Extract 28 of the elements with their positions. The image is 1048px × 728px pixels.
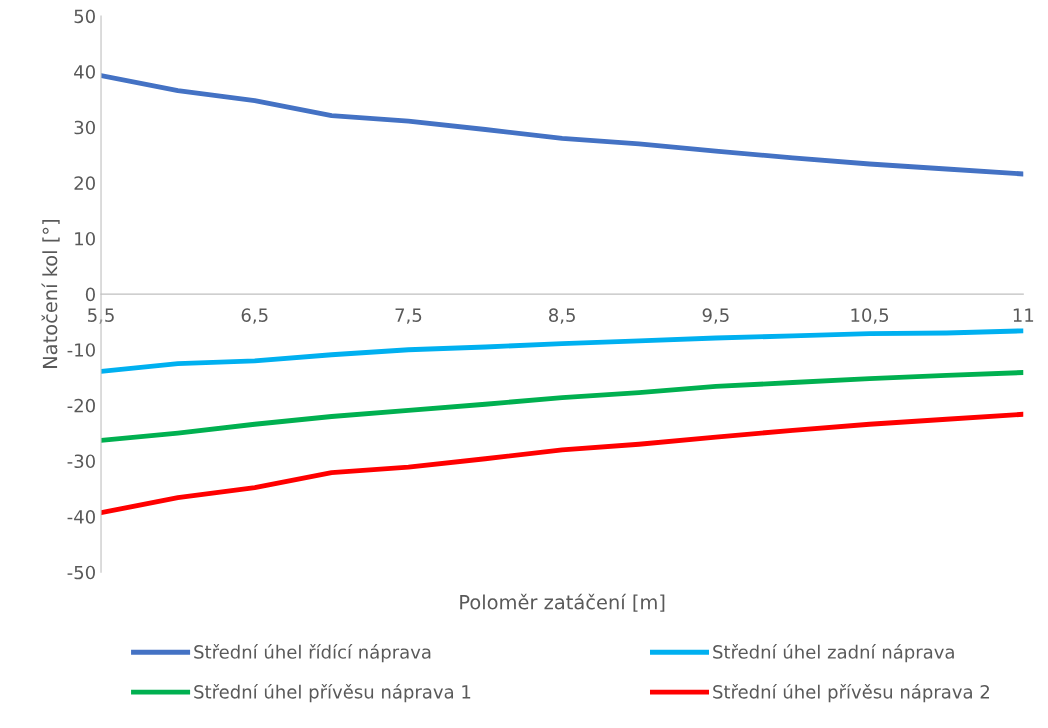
- x-tick-label: 7,5: [395, 308, 422, 324]
- y-tick-label: 10: [75, 231, 95, 246]
- y-tick-label: 30: [74, 120, 95, 135]
- line-series: [101, 411, 1024, 516]
- x-tick-label: 6,5: [241, 308, 268, 324]
- x-tick-label: 9,5: [702, 308, 729, 324]
- y-tick-label: 50: [74, 9, 95, 24]
- x-tick-label: 10,5: [851, 308, 889, 324]
- y-tick-label: -30: [67, 454, 95, 469]
- y-tick-label: 0: [85, 287, 95, 302]
- line-series: [101, 73, 1024, 177]
- x-axis-title: Poloměr zatáčení [m]: [460, 593, 665, 612]
- legend-label: Střední úhel řídící náprava: [194, 644, 431, 663]
- x-tick-label: 11: [1013, 308, 1034, 322]
- y-tick-label: -50: [67, 565, 95, 580]
- x-tick-label: 8,5: [549, 308, 575, 324]
- legend-label: Střední úhel přívěsu náprava 1: [194, 683, 471, 703]
- line-series: [101, 328, 1024, 374]
- x-tick-label: 5,5: [88, 308, 114, 324]
- y-tick-label: 20: [74, 176, 95, 190]
- legend-label: Střední úhel zadní náprava: [713, 644, 954, 663]
- legend-label: Střední úhel přívěsu náprava 2: [713, 683, 989, 703]
- y-tick-label: -10: [67, 343, 95, 357]
- y-tick-label: 40: [74, 65, 95, 79]
- y-tick-label: -40: [67, 510, 95, 524]
- line-series: [101, 370, 1024, 443]
- y-tick-label: -20: [67, 398, 95, 413]
- y-axis-title: Natočení kol [°]: [41, 220, 60, 368]
